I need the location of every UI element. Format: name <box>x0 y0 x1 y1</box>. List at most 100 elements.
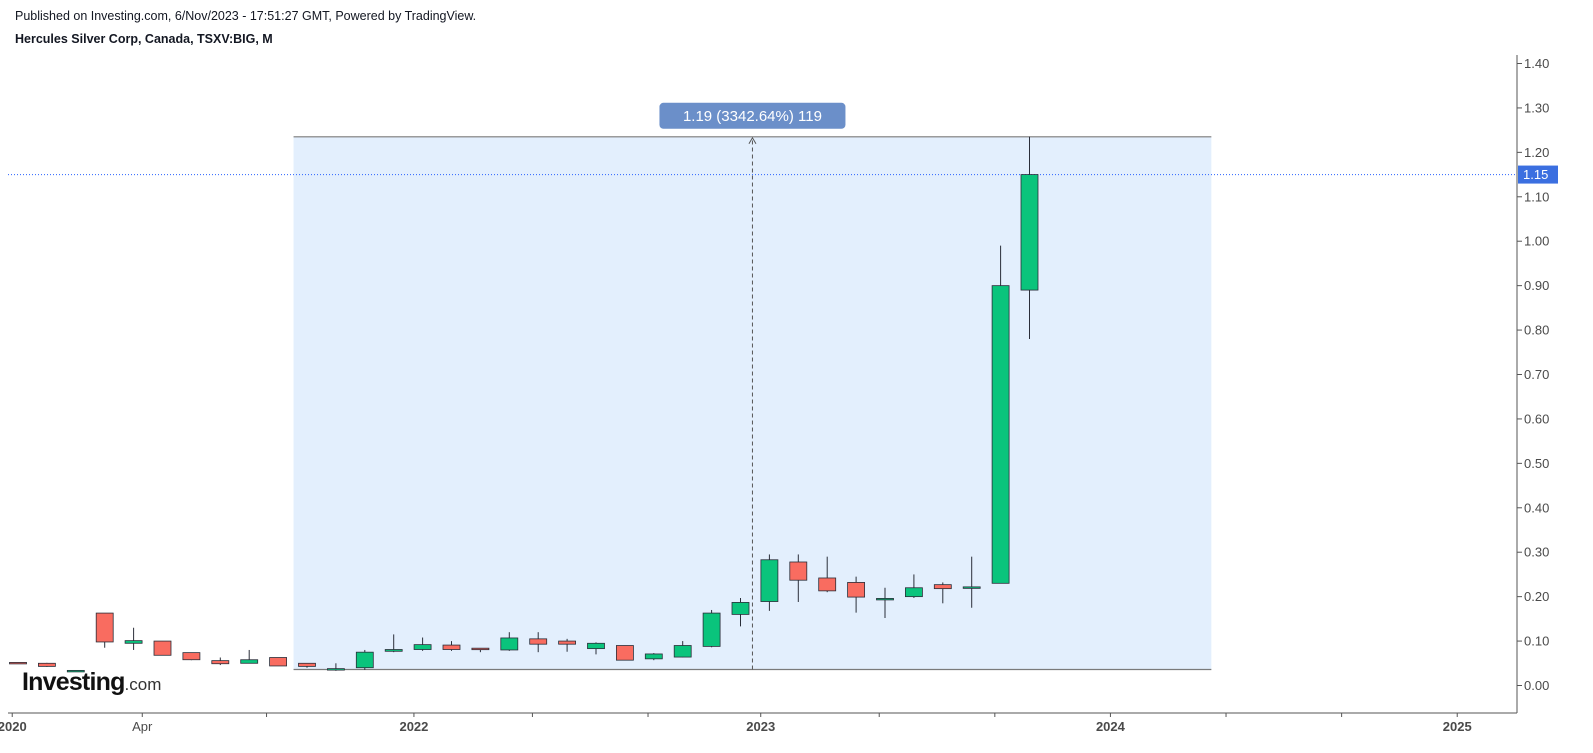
symbol-title: Hercules Silver Corp, Canada, TSXV:BIG, … <box>15 32 273 46</box>
candle <box>702 609 721 648</box>
candle <box>1020 136 1039 339</box>
last-price-tag-bg <box>1518 165 1558 184</box>
candle <box>471 647 490 653</box>
price-axis-label: 0.60 <box>1524 411 1549 426</box>
candle-body-up <box>905 587 923 598</box>
candle-body-down <box>38 662 56 667</box>
candle <box>905 574 923 598</box>
measure-label-text: 1.19 (3342.64%) 119 <box>683 108 822 125</box>
candle-body-down <box>529 638 548 645</box>
measure-arrow-head <box>748 136 757 145</box>
price-axis-label: 0.80 <box>1524 323 1549 338</box>
candle-body-down <box>442 644 461 650</box>
candle <box>95 612 114 648</box>
price-axis-label: 1.00 <box>1524 234 1549 249</box>
time-axis-label: Apr <box>132 719 153 734</box>
price-axis-label: 0.40 <box>1524 500 1549 515</box>
candle-body-down <box>847 582 865 598</box>
candle-body-up <box>413 644 432 650</box>
candle <box>355 649 374 670</box>
candle <box>153 640 172 656</box>
candle <box>673 641 692 658</box>
candle <box>413 637 432 651</box>
price-axis-label: 1.10 <box>1524 189 1549 204</box>
time-axis-label: 2023 <box>746 719 775 734</box>
candle-body-up <box>124 640 143 644</box>
logo-main-text: Investing <box>22 668 125 696</box>
candle-body-up <box>702 612 721 647</box>
candle-body-up <box>1020 174 1039 291</box>
measure-range-layer <box>293 136 1212 671</box>
candle <box>818 556 837 593</box>
investing-logo: Investing.com <box>22 668 161 697</box>
time-axis-layer: 2020 Apr 2022 2023 2024 2025 <box>0 712 1517 734</box>
candle-body-down <box>818 577 837 592</box>
price-axis-label: 1.30 <box>1524 100 1549 115</box>
price-axis-label: 0.50 <box>1524 456 1549 471</box>
price-axis-label: 0.20 <box>1524 589 1549 604</box>
candle-body-down <box>558 640 576 645</box>
candle <box>38 662 56 667</box>
last-price-tag: 1.15 <box>1518 165 1558 184</box>
candle-body-down <box>153 640 172 656</box>
candle <box>211 657 230 666</box>
candle-body-down <box>789 561 808 581</box>
candle-body-up <box>644 653 663 660</box>
candle-body-down <box>9 661 27 665</box>
candle-body-up <box>500 637 519 651</box>
price-axis-label: 0.10 <box>1524 634 1549 649</box>
price-axis-label: 0.70 <box>1524 367 1549 382</box>
price-axis-label: 0.90 <box>1524 278 1549 293</box>
candle-body-up <box>326 668 345 671</box>
last-price-tag-label: 1.15 <box>1523 167 1548 182</box>
candle-body-down <box>182 652 201 661</box>
price-axis-label: 1.20 <box>1524 145 1549 160</box>
candle <box>962 556 981 608</box>
candle <box>66 669 85 673</box>
candle <box>616 645 634 661</box>
candle <box>847 576 865 613</box>
candles-layer <box>9 136 1039 673</box>
time-axis-label: 2022 <box>399 719 428 734</box>
published-note: Published on Investing.com, 6/Nov/2023 -… <box>15 9 477 23</box>
candle <box>558 638 576 652</box>
candle <box>991 245 1010 584</box>
candle <box>789 554 808 602</box>
candle <box>442 641 461 651</box>
candle-body-up <box>962 586 981 589</box>
candle-body-down <box>616 645 634 661</box>
candle <box>876 587 894 618</box>
candle <box>644 653 663 661</box>
candle-body-down <box>471 647 490 651</box>
candle <box>731 597 750 627</box>
candle-body-up <box>673 645 692 658</box>
price-axis-layer: 1.40 1.30 1.20 1.10 1.00 0.90 0.80 0.70 0.60 0.50… <box>8 55 1549 713</box>
time-axis-label: 2020 <box>0 719 27 734</box>
price-axis-label: 0.30 <box>1524 545 1549 560</box>
candle-body-up <box>66 669 85 673</box>
price-axis-label: 1.40 <box>1524 56 1549 71</box>
candle-body-down <box>269 657 288 667</box>
candle-body-up <box>991 285 1010 584</box>
candle <box>587 642 605 655</box>
candle-body-up <box>355 651 374 669</box>
logo-suffix-text: .com <box>124 675 162 694</box>
candle <box>240 649 259 664</box>
candle-body-up <box>587 642 605 650</box>
candle-body-down <box>298 662 316 667</box>
candle-body-down <box>95 612 114 643</box>
candle-body-up <box>384 649 403 652</box>
candle-body-down <box>933 584 952 590</box>
candle-body-up <box>760 559 779 602</box>
candle <box>933 582 952 604</box>
candle <box>124 627 143 650</box>
time-axis-label: 2025 <box>1443 719 1472 734</box>
candle-body-down <box>211 660 230 665</box>
candle <box>182 652 201 661</box>
candle-body-up <box>876 598 894 601</box>
candle-body-up <box>731 602 750 615</box>
candle <box>384 634 403 653</box>
candle <box>298 662 316 668</box>
overlay-layer: 1.15 1.19 (3342.64%) 119 <box>659 102 1558 184</box>
